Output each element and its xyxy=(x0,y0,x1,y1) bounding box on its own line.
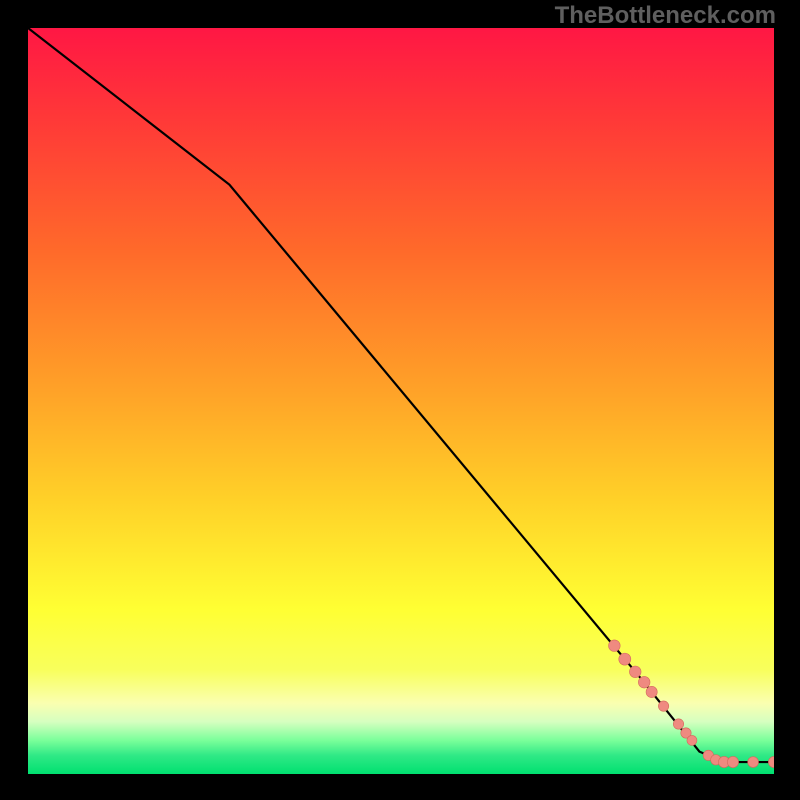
plot-svg xyxy=(28,28,774,774)
data-marker xyxy=(687,735,697,745)
watermark-text: TheBottleneck.com xyxy=(555,2,776,30)
chart-container: TheBottleneck.com xyxy=(0,0,800,800)
gradient-background xyxy=(28,28,774,774)
data-marker xyxy=(629,666,641,678)
data-marker xyxy=(646,686,657,697)
plot-area xyxy=(28,28,774,774)
data-marker xyxy=(638,676,650,688)
data-marker xyxy=(673,719,683,729)
data-marker xyxy=(727,756,738,767)
data-marker xyxy=(619,653,631,665)
data-marker xyxy=(658,701,668,711)
data-marker xyxy=(609,640,621,652)
data-marker xyxy=(748,757,759,768)
